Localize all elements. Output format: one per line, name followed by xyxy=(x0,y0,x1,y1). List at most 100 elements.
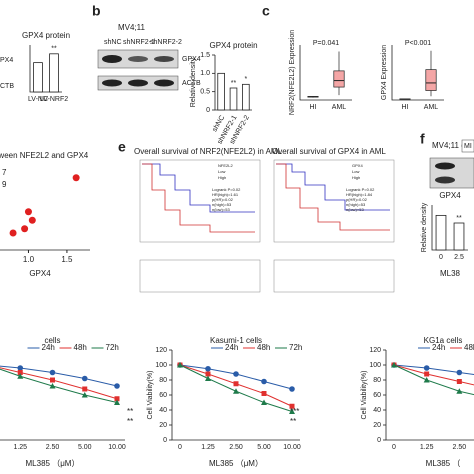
line xyxy=(393,364,474,386)
point xyxy=(24,208,32,216)
y-tick-label: 60 xyxy=(159,392,167,399)
blot-row: ACTB xyxy=(182,80,201,87)
x-axis-label: ML385 （μM） xyxy=(209,459,263,468)
survival-title: Overall survival of GPX4 in AML xyxy=(272,147,386,156)
bar xyxy=(49,53,59,93)
point xyxy=(28,216,36,224)
band xyxy=(128,56,148,62)
x-tick-label: 2.5 xyxy=(454,254,464,261)
x-tick-label: 0 xyxy=(178,444,182,451)
marker xyxy=(424,371,430,377)
bar xyxy=(242,83,250,111)
blot-title: MV4;11 cells xyxy=(432,141,474,150)
x-axis-label: ML385 （μM） xyxy=(26,459,80,468)
legend-entry: Low xyxy=(218,169,225,174)
y-tick-label: 120 xyxy=(369,347,381,354)
x-tick-label: 1.25 xyxy=(420,444,434,451)
marker xyxy=(114,399,120,405)
legend-entry: Low xyxy=(352,169,359,174)
stat-text: Logrank P=0.02 xyxy=(346,187,375,192)
x-tick-label: HI xyxy=(402,104,409,111)
x-axis-label: GPX4 xyxy=(29,269,51,278)
legend-entry: NFE2L2 xyxy=(218,163,233,168)
plot-frame xyxy=(139,159,261,243)
x-tick-label: 2.50 xyxy=(453,444,467,451)
y-tick-label: 60 xyxy=(373,392,381,399)
marker xyxy=(114,383,120,389)
axis xyxy=(171,350,300,441)
legend-entry: 48h xyxy=(74,343,87,352)
marker xyxy=(82,386,88,392)
marker xyxy=(17,373,24,379)
annotation: 7 xyxy=(2,168,7,177)
significance: ** xyxy=(127,417,133,426)
significance: *** xyxy=(290,407,299,416)
y-tick-label: 20 xyxy=(373,422,381,429)
y-tick-label: 0.5 xyxy=(200,89,210,96)
bar xyxy=(435,214,447,251)
blot-row: GPX4 xyxy=(182,56,201,63)
legend-entry: GPX4 xyxy=(352,163,363,168)
band xyxy=(154,56,174,62)
legend-entry: High xyxy=(218,175,226,180)
bar xyxy=(453,222,465,251)
chart-title: GPX4 protein xyxy=(209,41,257,50)
marker xyxy=(456,379,462,384)
y-tick-label: 80 xyxy=(373,377,381,384)
x-tick-label: 0 xyxy=(439,254,443,261)
y-tick-label: 120 xyxy=(155,347,167,354)
y-tick-label: 20 xyxy=(159,422,167,429)
marker xyxy=(114,396,120,402)
y-axis-label: GPX4 Expression xyxy=(381,45,388,100)
y-tick-label: 80 xyxy=(159,377,167,384)
legend-entry: 72h xyxy=(289,343,302,352)
x-tick-label: 2.50 xyxy=(229,444,243,451)
marker xyxy=(289,408,295,414)
chart-title: cells xyxy=(44,336,60,345)
y-axis-label: Cell Viability(%) xyxy=(361,371,368,420)
y-axis-label: Cell Viability(%) xyxy=(147,371,154,420)
x-tick-label: LV-NC xyxy=(28,96,48,103)
panel-letter: e xyxy=(118,139,126,155)
annotation: P=0.041 xyxy=(313,40,339,47)
significance: ** xyxy=(290,417,296,426)
significance: * xyxy=(244,76,247,83)
stat-text: Logrank P=0.02 xyxy=(212,187,241,192)
chart-title: GPX4 xyxy=(439,191,461,200)
x-tick-label: 1.25 xyxy=(13,444,27,451)
y-axis-label: Relative density xyxy=(421,202,428,252)
stat-text: n(high)=53 xyxy=(346,202,366,207)
y-tick-label: 1.5 xyxy=(200,52,210,59)
marker xyxy=(233,381,239,387)
marker xyxy=(261,391,267,396)
plot-frame xyxy=(273,159,395,243)
y-tick-label: 40 xyxy=(373,407,381,414)
legend-entry: 24h xyxy=(42,343,55,352)
stat-text: n(low)=53 xyxy=(212,207,230,212)
survival-plot: Overall survival of NRF2(NFE2L2) in AML xyxy=(134,147,283,293)
legend-entry: 48h xyxy=(464,343,474,352)
x-tick-label: 2.50 xyxy=(46,444,60,451)
y-tick-label: 1.0 xyxy=(200,70,210,77)
point xyxy=(9,229,17,237)
marker xyxy=(81,375,88,382)
y-tick-label: 100 xyxy=(369,362,381,369)
blot-lane: MI xyxy=(464,143,472,150)
marker xyxy=(49,369,56,376)
curve xyxy=(276,163,390,231)
band xyxy=(128,79,148,87)
risk-table xyxy=(139,259,261,293)
box xyxy=(425,69,437,91)
band xyxy=(435,176,455,184)
axis xyxy=(385,350,474,441)
legend-entry: 24h xyxy=(225,343,238,352)
band xyxy=(102,55,122,63)
bar xyxy=(217,72,225,111)
y-tick-label: 40 xyxy=(159,407,167,414)
point xyxy=(72,174,80,182)
marker xyxy=(391,362,397,368)
x-tick-label: 0 xyxy=(392,444,396,451)
risk-table xyxy=(273,259,395,293)
stat-text: HR(high)=1.61 xyxy=(212,192,239,197)
chart-title: GPX4 protein xyxy=(22,31,70,40)
